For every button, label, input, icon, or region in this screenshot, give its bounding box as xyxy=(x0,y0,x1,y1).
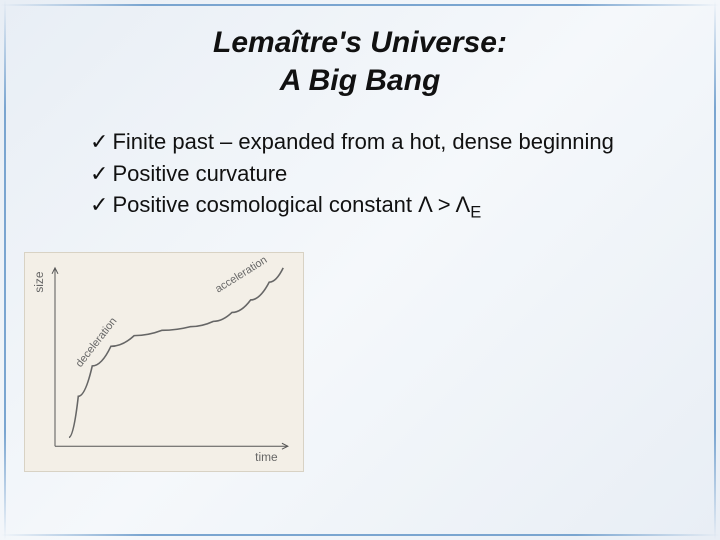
slide-title: Lemaître's Universe: A Big Bang xyxy=(0,0,720,99)
frame-border-left xyxy=(4,0,6,540)
bullet-text: Finite past – expanded from a hot, dense… xyxy=(112,129,613,154)
title-line-1: Lemaître's Universe: xyxy=(0,24,720,62)
y-axis-label: size xyxy=(32,271,46,293)
x-axis-label: time xyxy=(255,450,278,464)
bullet-item: ✓Finite past – expanded from a hot, dens… xyxy=(90,127,630,157)
check-icon: ✓ xyxy=(90,161,108,186)
subscript-e: E xyxy=(470,204,481,222)
check-icon: ✓ xyxy=(90,192,108,217)
acceleration-annotation: acceleration xyxy=(213,254,269,295)
bullet-text: Positive cosmological constant Λ > Λ xyxy=(112,192,470,217)
deceleration-annotation: deceleration xyxy=(74,315,120,369)
frame-border-bottom xyxy=(0,534,720,536)
title-line-2: A Big Bang xyxy=(0,62,720,100)
bullet-list: ✓Finite past – expanded from a hot, dens… xyxy=(90,127,630,224)
expansion-curve xyxy=(69,268,283,437)
bullet-text: Positive curvature xyxy=(112,161,287,186)
lemaitre-size-time-chart: size time deceleration acceleration xyxy=(24,252,304,472)
chart-svg: size time deceleration acceleration xyxy=(25,253,303,471)
bullet-item: ✓Positive curvature xyxy=(90,159,630,189)
bullet-item: ✓Positive cosmological constant Λ > ΛE xyxy=(90,190,630,224)
check-icon: ✓ xyxy=(90,129,108,154)
frame-border-right xyxy=(714,0,716,540)
frame-border-top xyxy=(0,4,720,6)
